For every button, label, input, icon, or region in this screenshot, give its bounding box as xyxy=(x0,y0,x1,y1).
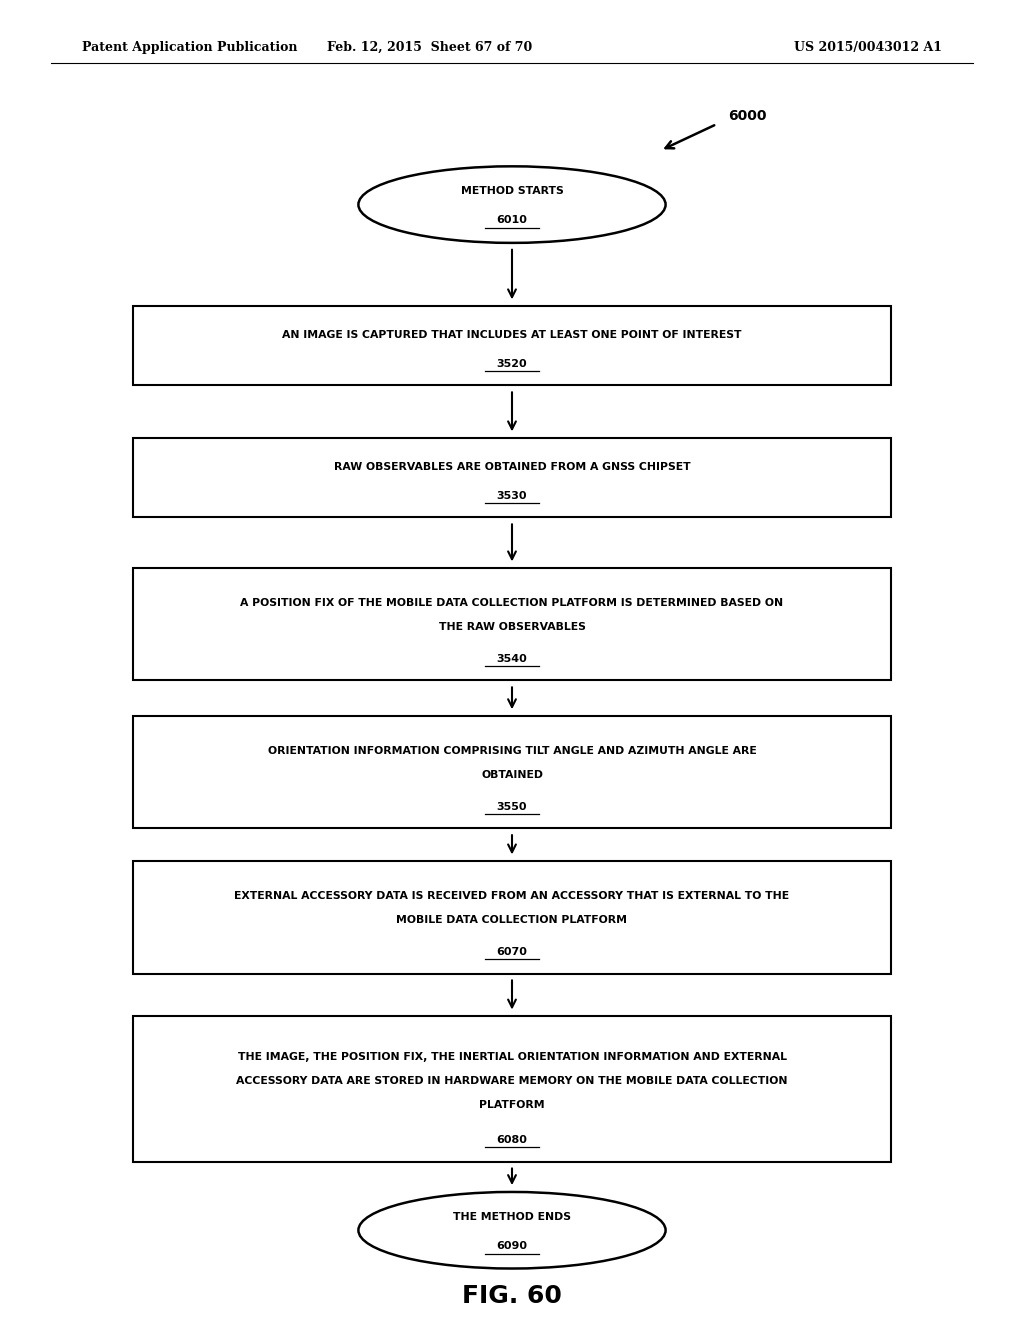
Text: US 2015/0043012 A1: US 2015/0043012 A1 xyxy=(794,41,942,54)
Text: RAW OBSERVABLES ARE OBTAINED FROM A GNSS CHIPSET: RAW OBSERVABLES ARE OBTAINED FROM A GNSS… xyxy=(334,462,690,473)
Text: THE METHOD ENDS: THE METHOD ENDS xyxy=(453,1212,571,1222)
Text: Patent Application Publication: Patent Application Publication xyxy=(82,41,297,54)
Text: 3550: 3550 xyxy=(497,803,527,812)
Text: ORIENTATION INFORMATION COMPRISING TILT ANGLE AND AZIMUTH ANGLE ARE: ORIENTATION INFORMATION COMPRISING TILT … xyxy=(267,746,757,756)
Text: METHOD STARTS: METHOD STARTS xyxy=(461,186,563,197)
Text: MOBILE DATA COLLECTION PLATFORM: MOBILE DATA COLLECTION PLATFORM xyxy=(396,915,628,925)
Text: A POSITION FIX OF THE MOBILE DATA COLLECTION PLATFORM IS DETERMINED BASED ON: A POSITION FIX OF THE MOBILE DATA COLLEC… xyxy=(241,598,783,609)
Text: 6070: 6070 xyxy=(497,948,527,957)
Text: 6010: 6010 xyxy=(497,215,527,226)
Text: 6080: 6080 xyxy=(497,1135,527,1146)
Text: ACCESSORY DATA ARE STORED IN HARDWARE MEMORY ON THE MOBILE DATA COLLECTION: ACCESSORY DATA ARE STORED IN HARDWARE ME… xyxy=(237,1076,787,1086)
Text: 6000: 6000 xyxy=(728,110,767,123)
Text: 6090: 6090 xyxy=(497,1241,527,1251)
Text: 3540: 3540 xyxy=(497,655,527,664)
Text: FIG. 60: FIG. 60 xyxy=(462,1284,562,1308)
Text: THE IMAGE, THE POSITION FIX, THE INERTIAL ORIENTATION INFORMATION AND EXTERNAL: THE IMAGE, THE POSITION FIX, THE INERTIA… xyxy=(238,1052,786,1063)
Text: THE RAW OBSERVABLES: THE RAW OBSERVABLES xyxy=(438,622,586,632)
Text: OBTAINED: OBTAINED xyxy=(481,770,543,780)
Text: PLATFORM: PLATFORM xyxy=(479,1100,545,1110)
Text: Feb. 12, 2015  Sheet 67 of 70: Feb. 12, 2015 Sheet 67 of 70 xyxy=(328,41,532,54)
Text: 3530: 3530 xyxy=(497,491,527,502)
Text: AN IMAGE IS CAPTURED THAT INCLUDES AT LEAST ONE POINT OF INTEREST: AN IMAGE IS CAPTURED THAT INCLUDES AT LE… xyxy=(283,330,741,341)
Text: 3520: 3520 xyxy=(497,359,527,370)
Text: EXTERNAL ACCESSORY DATA IS RECEIVED FROM AN ACCESSORY THAT IS EXTERNAL TO THE: EXTERNAL ACCESSORY DATA IS RECEIVED FROM… xyxy=(234,891,790,902)
